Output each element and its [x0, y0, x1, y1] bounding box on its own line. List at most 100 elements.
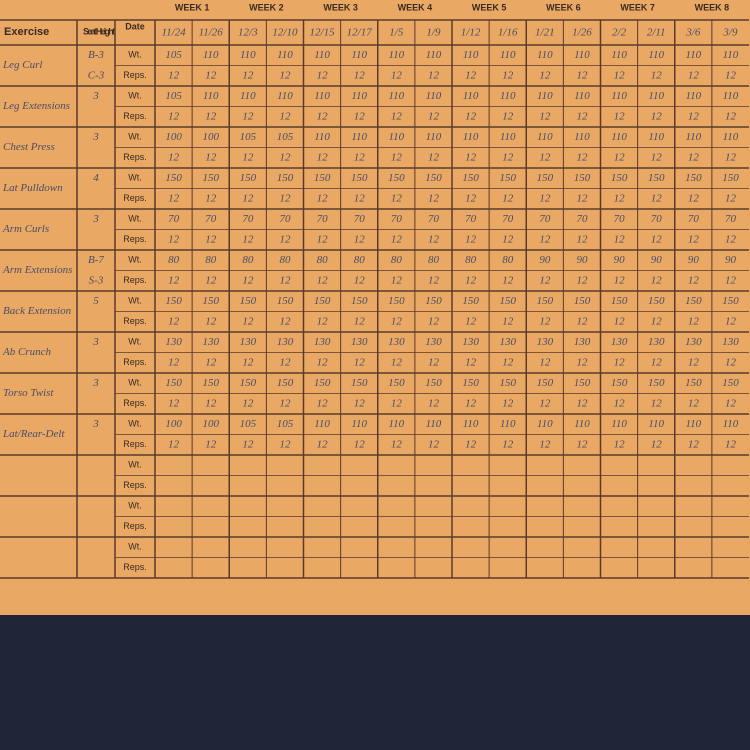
weight-value: 110: [351, 90, 367, 102]
weight-value: 150: [685, 172, 702, 184]
seat-height: 3: [92, 377, 99, 389]
weight-value: 110: [351, 131, 367, 143]
reps-value: 12: [688, 356, 700, 368]
reps-row-label: Reps.: [123, 562, 147, 572]
weight-value: 150: [277, 172, 294, 184]
reps-value: 12: [205, 151, 217, 163]
reps-value: 12: [502, 397, 514, 409]
reps-value: 12: [688, 69, 700, 81]
weight-value: 130: [574, 336, 591, 348]
reps-value: 12: [651, 356, 663, 368]
reps-value: 12: [614, 233, 626, 245]
weight-value: 100: [165, 418, 182, 430]
weight-value: 70: [317, 213, 329, 225]
weight-value: 150: [351, 172, 368, 184]
reps-value: 12: [279, 151, 291, 163]
weight-value: 130: [462, 336, 479, 348]
weight-value: 80: [465, 254, 477, 266]
card: [0, 0, 750, 615]
date: 3/9: [722, 27, 738, 39]
reps-value: 12: [539, 356, 551, 368]
weight-value: 70: [354, 213, 366, 225]
weight-value: 150: [202, 295, 219, 307]
weight-value: 105: [240, 418, 257, 430]
weight-value: 110: [685, 49, 701, 61]
weight-value: 150: [351, 295, 368, 307]
reps-value: 12: [614, 397, 626, 409]
date: 1/16: [498, 27, 518, 39]
reps-value: 12: [576, 110, 588, 122]
reps-value: 12: [651, 397, 663, 409]
reps-value: 12: [688, 151, 700, 163]
reps-value: 12: [614, 356, 626, 368]
date: 1/12: [461, 27, 481, 39]
reps-value: 12: [428, 397, 440, 409]
weight-value: 150: [351, 377, 368, 389]
reps-value: 12: [651, 192, 663, 204]
weight-value: 110: [685, 131, 701, 143]
date: 12/15: [310, 27, 336, 39]
weight-value: 130: [202, 336, 219, 348]
weight-value: 150: [425, 295, 442, 307]
weight-value: 110: [648, 418, 664, 430]
weight-value: 70: [465, 213, 477, 225]
weight-value: 90: [614, 254, 626, 266]
weight-value: 150: [722, 295, 739, 307]
reps-value: 12: [428, 356, 440, 368]
weight-value: 80: [242, 254, 254, 266]
reps-value: 12: [354, 438, 366, 450]
reps-value: 12: [354, 274, 366, 286]
weight-value: 130: [314, 336, 331, 348]
reps-value: 12: [391, 356, 403, 368]
reps-value: 12: [317, 315, 329, 327]
reps-row-label: Reps.: [123, 480, 147, 490]
weight-value: 70: [205, 213, 217, 225]
reps-value: 12: [614, 438, 626, 450]
reps-value: 12: [688, 397, 700, 409]
reps-value: 12: [279, 315, 291, 327]
weight-value: 150: [425, 377, 442, 389]
seat-height: 3: [92, 131, 99, 143]
weight-row-label: Wt.: [128, 501, 142, 511]
weight-value: 110: [463, 418, 479, 430]
weight-value: 110: [574, 131, 590, 143]
reps-value: 12: [688, 192, 700, 204]
weight-value: 150: [499, 172, 516, 184]
weight-value: 150: [537, 172, 554, 184]
reps-value: 12: [168, 110, 180, 122]
reps-value: 12: [539, 397, 551, 409]
weight-value: 70: [391, 213, 403, 225]
reps-row-label: Reps.: [123, 398, 147, 408]
date: 12/17: [347, 27, 373, 39]
reps-value: 12: [465, 356, 477, 368]
weight-value: 150: [537, 295, 554, 307]
reps-value: 12: [576, 438, 588, 450]
weight-row-label: Wt.: [128, 296, 142, 306]
week-label: WEEK 8: [695, 2, 730, 12]
weight-value: 90: [651, 254, 663, 266]
reps-value: 12: [428, 151, 440, 163]
weight-value: 110: [611, 131, 627, 143]
reps-value: 12: [168, 438, 180, 450]
reps-value: 12: [725, 438, 737, 450]
reps-value: 12: [614, 151, 626, 163]
weight-value: 150: [499, 295, 516, 307]
weight-value: 90: [688, 254, 700, 266]
weight-value: 110: [463, 90, 479, 102]
weight-value: 70: [688, 213, 700, 225]
reps-value: 12: [354, 69, 366, 81]
weight-value: 130: [685, 336, 702, 348]
weight-value: 80: [168, 254, 180, 266]
reps-value: 12: [465, 110, 477, 122]
reps-value: 12: [465, 274, 477, 286]
weight-value: 110: [723, 90, 739, 102]
weight-value: 150: [314, 295, 331, 307]
reps-value: 12: [391, 69, 403, 81]
reps-value: 12: [651, 438, 663, 450]
weight-row-label: Wt.: [128, 460, 142, 470]
reps-value: 12: [354, 397, 366, 409]
weight-value: 110: [240, 49, 256, 61]
weight-value: 110: [574, 90, 590, 102]
weight-value: 70: [651, 213, 663, 225]
date: 11/26: [199, 27, 224, 39]
